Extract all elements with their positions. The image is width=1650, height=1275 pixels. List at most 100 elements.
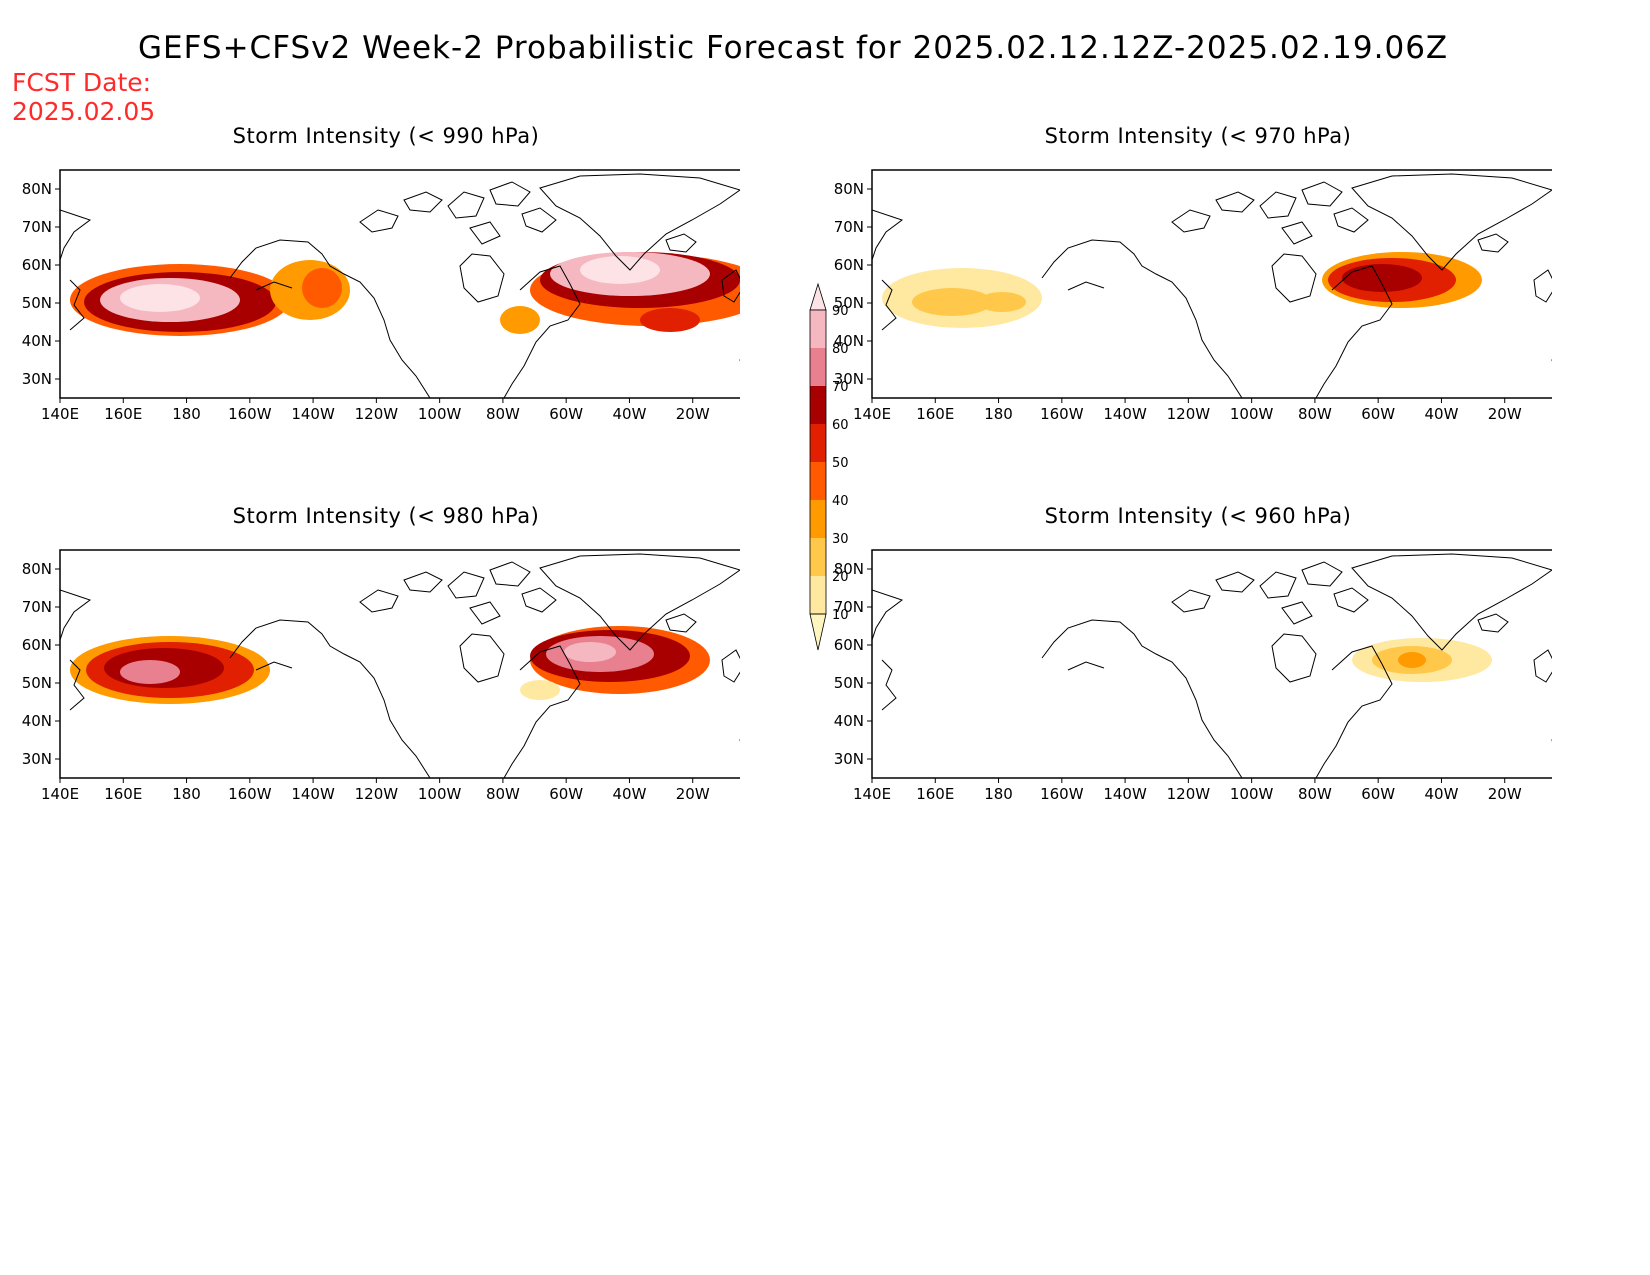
panel-title: Storm Intensity (< 980 hPa) <box>232 504 540 528</box>
forecast-date-value: 2025.02.05 <box>12 97 156 126</box>
lon-tick-label: 120W <box>355 785 399 803</box>
lon-tick-label: 160W <box>1040 785 1084 803</box>
probability-field <box>882 252 1482 328</box>
coastline <box>503 265 581 398</box>
main-title: GEFS+CFSv2 Week-2 Probabilistic Forecast… <box>138 30 1449 66</box>
probability-shading <box>302 268 342 308</box>
lon-tick-label: 140W <box>291 405 335 423</box>
coastline <box>521 207 557 233</box>
coastline <box>721 269 745 303</box>
lon-tick-label: 160W <box>1040 405 1084 423</box>
panel-title: Storm Intensity (< 990 hPa) <box>232 124 540 148</box>
map-980: 140E160E180160W140W120W100W80W60W40W20W0… <box>22 549 761 803</box>
coastline <box>1351 553 1554 651</box>
coastline <box>60 209 92 261</box>
panel-title: Storm Intensity (< 960 hPa) <box>1044 504 1352 528</box>
coastline <box>1171 589 1211 613</box>
lon-tick-label: 160E <box>104 405 142 423</box>
probability-shading <box>580 256 660 284</box>
coastline <box>459 253 505 303</box>
lon-tick-label: 180 <box>984 785 1013 803</box>
coastline <box>1067 281 1105 291</box>
lon-tick-label: 140E <box>41 405 79 423</box>
lon-tick-label: 100W <box>418 785 462 803</box>
probability-shading <box>1342 264 1422 292</box>
map-970: 140E160E180160W140W120W100W80W60W40W20W0… <box>834 169 1573 423</box>
coastline <box>469 601 501 625</box>
lon-tick-label: 80W <box>486 405 520 423</box>
coastline <box>881 659 897 711</box>
lat-tick-label: 40N <box>834 332 864 350</box>
lon-tick-label: 160E <box>104 785 142 803</box>
coastline <box>1333 207 1369 233</box>
lon-tick-label: 80W <box>1298 405 1332 423</box>
coastline <box>229 619 431 778</box>
coastline <box>403 571 443 593</box>
lon-tick-label: 140E <box>41 785 79 803</box>
lat-tick-label: 30N <box>22 370 52 388</box>
lat-tick-label: 30N <box>834 370 864 388</box>
coastline <box>255 281 293 291</box>
coastline <box>721 649 745 683</box>
colorbar-label: 70 <box>832 380 849 395</box>
lon-tick-label: 20W <box>1488 405 1522 423</box>
coastline <box>359 209 399 233</box>
colorbar-label: 40 <box>832 494 849 509</box>
lon-tick-label: 80W <box>486 785 520 803</box>
lon-tick-label: 120W <box>355 405 399 423</box>
coastline <box>1315 645 1393 778</box>
map-990: 140E160E180160W140W120W100W80W60W40W20W0… <box>22 169 761 423</box>
forecast-date-label: FCST Date: <box>12 68 152 97</box>
colorbar: 10 20 30 40 50 60 70 80 90 <box>809 282 849 651</box>
lon-tick-label: 160E <box>916 785 954 803</box>
probability-shading <box>1398 652 1426 668</box>
map-area: 140E160E180160W140W120W100W80W60W40W20W0… <box>22 549 761 803</box>
colorbar-segment <box>810 310 826 348</box>
probability-shading <box>978 292 1026 312</box>
coastline <box>1041 619 1243 778</box>
coastline <box>1215 571 1255 593</box>
colorbar-frame <box>809 309 827 615</box>
coastline <box>872 209 904 261</box>
lat-tick-label: 60N <box>834 256 864 274</box>
coastline <box>872 589 904 641</box>
probability-field <box>1352 638 1492 682</box>
lon-tick-label: 160E <box>916 405 954 423</box>
coastline <box>1271 253 1317 303</box>
lat-tick-label: 80N <box>834 180 864 198</box>
lon-tick-label: 140E <box>853 785 891 803</box>
lon-tick-label: 40W <box>1424 405 1458 423</box>
lat-tick-label: 50N <box>22 674 52 692</box>
lat-tick-label: 40N <box>834 712 864 730</box>
coastline <box>1477 613 1509 633</box>
map-960: 140E160E180160W140W120W100W80W60W40W20W0… <box>834 549 1573 803</box>
coastline <box>539 173 742 271</box>
colorbar-segment <box>810 538 826 576</box>
colorbar-label: 60 <box>832 418 849 433</box>
lon-tick-label: 180 <box>172 405 201 423</box>
coastline <box>69 279 85 331</box>
lat-tick-label: 80N <box>22 560 52 578</box>
colorbar-bottom-arrow <box>809 613 827 651</box>
coastline <box>359 589 399 613</box>
colorbar-label: 20 <box>832 570 849 585</box>
lon-tick-label: 100W <box>1230 785 1274 803</box>
colorbar-segment <box>810 348 826 386</box>
coastlines <box>872 173 1568 398</box>
panel-960: Storm Intensity (< 960 hPa) 140E 160E 180 1… <box>812 504 1573 804</box>
probability-shading <box>120 660 180 684</box>
colorbar-label: 10 <box>832 608 849 623</box>
lat-tick-label: 50N <box>834 294 864 312</box>
lat-tick-label: 60N <box>22 636 52 654</box>
lat-tick-label: 50N <box>22 294 52 312</box>
lat-tick-label: 60N <box>834 636 864 654</box>
panel-title: Storm Intensity (< 970 hPa) <box>1044 124 1352 148</box>
coastline <box>1315 265 1393 398</box>
colorbar-segment <box>810 386 826 424</box>
panel-970: Storm Intensity (< 970 hPa) 140E 160E 180 1… <box>812 124 1573 424</box>
lat-tick-label: 70N <box>22 218 52 236</box>
lat-tick-label: 70N <box>834 218 864 236</box>
panel-980: Storm Intensity (< 980 hPa) 140E 160E 180 1… <box>0 504 761 804</box>
probability-shading <box>640 308 700 332</box>
probability-field <box>70 626 710 704</box>
